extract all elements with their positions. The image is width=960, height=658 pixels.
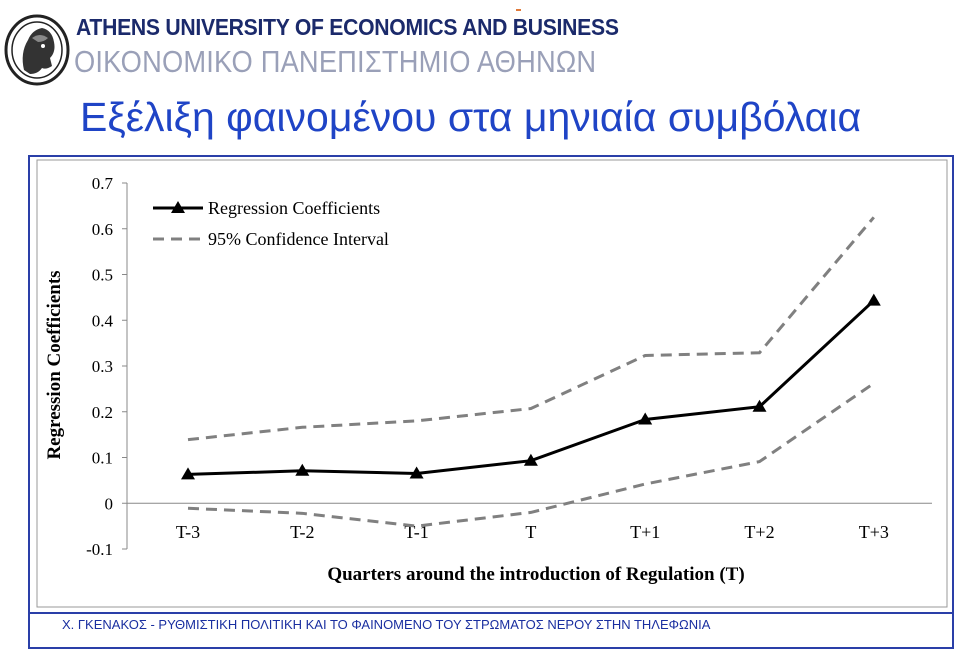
header: ATHENS UNIVERSITY OF ECONOMICS AND BUSIN… [0,0,960,92]
y-tick-label: -0.1 [86,540,113,559]
y-tick-label: 0.3 [92,357,113,376]
legend-regression-label: Regression Coefficients [208,198,380,218]
slide-title: Εξέλιξη φαινομένου στα μηνιαία συμβόλαια [80,94,862,140]
y-tick-label: 0 [105,494,114,513]
plot-area-border [36,159,948,608]
athena-head-logo-icon [4,14,70,86]
y-tick-label: 0.4 [92,311,114,330]
regression-point [295,463,310,476]
x-axis-label: Quarters around the introduction of Regu… [327,564,744,585]
x-tick-label: T+3 [859,522,889,542]
series-ci-upper-line [187,216,875,442]
y-tick-label: 0.6 [92,220,113,239]
footer-divider [30,612,952,614]
series-ci-lower-line [187,382,875,528]
university-name-gr: ΟΙΚΟΝΟΜΙΚΟ ΠΑΝΕΠΙΣΤΗΜΙΟ ΑΘΗΝΩΝ [74,44,597,79]
x-tick-label: T+1 [630,522,660,542]
chart-frame [28,155,954,649]
y-tick-label: 0.7 [92,174,114,193]
footer-text: Χ. ΓΚΕΝΑΚΟΣ - ΡΥΘΜΙΣΤΙΚΗ ΠΟΛΙΤΙΚΗ ΚΑΙ ΤΟ… [62,617,711,632]
regression-point [866,293,881,306]
x-tick-label: T [525,522,536,542]
y-tick-label: 0.5 [92,266,113,285]
regression-point [181,467,195,480]
regression-point [638,412,653,425]
y-tick-label: 0.1 [92,449,113,468]
x-tick-label: T-2 [290,522,314,542]
university-name-en: ATHENS UNIVERSITY OF ECONOMICS AND BUSIN… [76,14,619,40]
regression-point [523,453,538,466]
x-tick-label: T-3 [176,522,200,542]
legend-ci-label: 95% Confidence Interval [208,229,389,249]
header-accent-dash [516,9,521,11]
y-tick-label: 0.2 [92,403,113,422]
x-tick-label: T+2 [744,522,774,542]
regression-point [752,399,767,412]
regression-point [409,466,424,479]
x-tick-label: T-1 [404,522,428,542]
y-axis-label: Regression Coefficients [44,270,65,459]
legend-regression-marker [171,201,185,213]
